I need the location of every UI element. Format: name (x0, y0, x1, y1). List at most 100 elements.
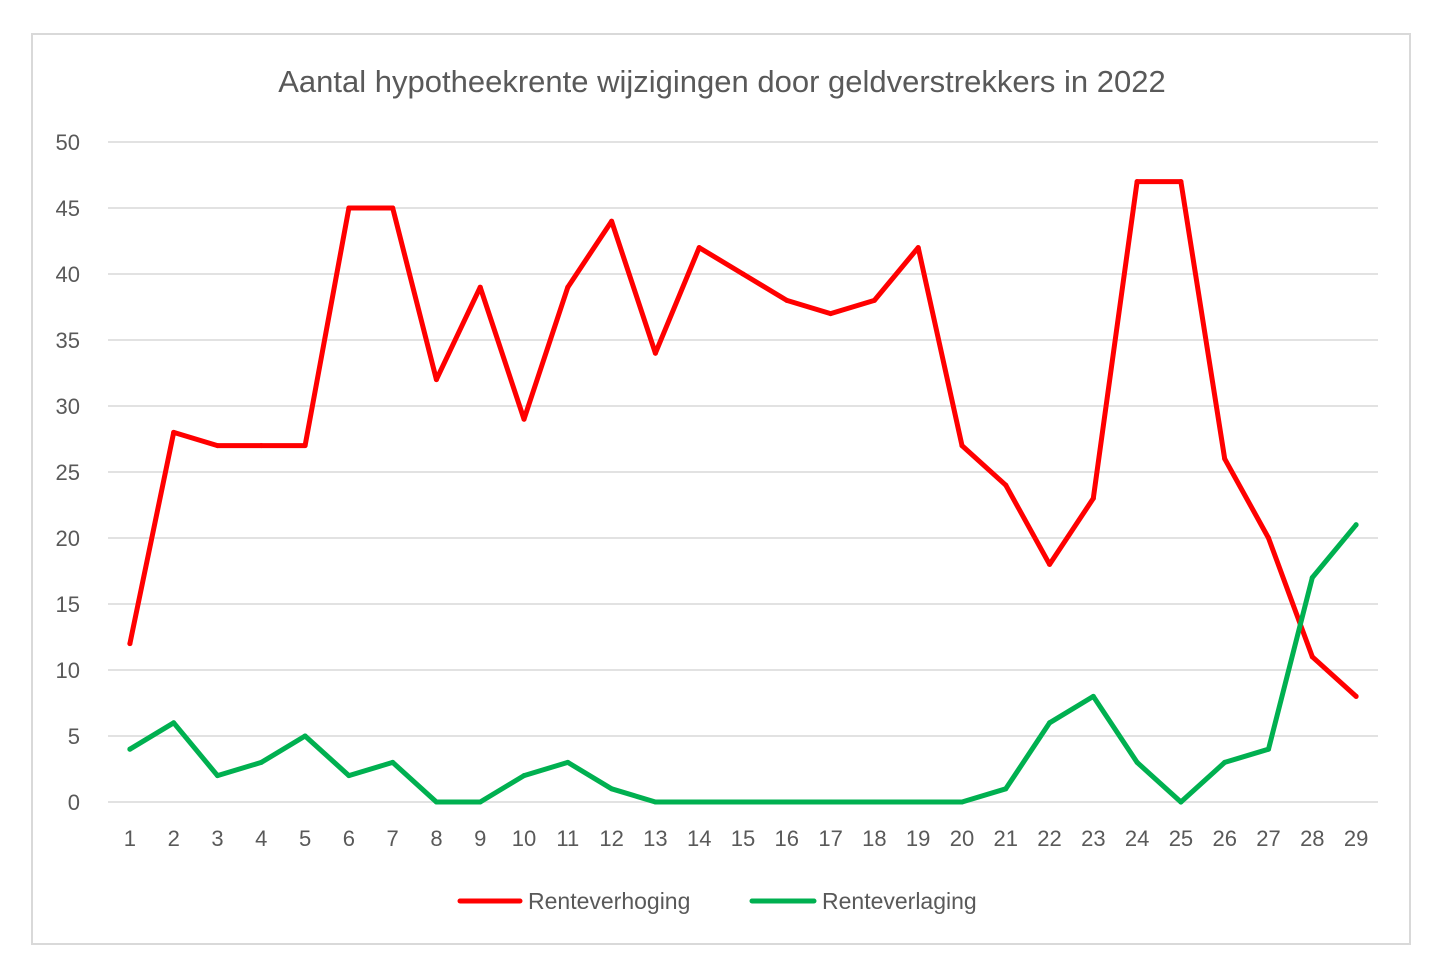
x-tick-label: 15 (731, 826, 755, 851)
legend-label: Renteverhoging (528, 888, 690, 914)
x-tick-label: 25 (1169, 826, 1193, 851)
data-point-renteverhoging-11 (565, 284, 571, 290)
legend-label: Renteverlaging (822, 888, 977, 914)
y-tick-label: 50 (56, 130, 80, 155)
data-point-renteverhoging-21 (1003, 482, 1009, 488)
x-tick-label: 3 (211, 826, 223, 851)
data-point-renteverlaging-3 (214, 773, 220, 779)
x-tick-label: 24 (1125, 826, 1149, 851)
x-axis-ticks: 1 2 3 4 5 6 7 8 9 10 11 12 13 14 15 16 17 18 19 20 21 22 23 24 2… (124, 826, 1369, 851)
x-tick-label: 8 (430, 826, 442, 851)
data-point-renteverhoging-29 (1353, 693, 1359, 699)
x-tick-label: 13 (643, 826, 667, 851)
data-point-renteverlaging-4 (258, 759, 264, 765)
x-tick-label: 17 (818, 826, 842, 851)
y-tick-label: 15 (56, 592, 80, 617)
data-point-renteverlaging-10 (521, 773, 527, 779)
y-tick-label: 45 (56, 196, 80, 221)
y-axis-ticks: 0 5 10 15 20 25 30 35 40 45 50 (56, 130, 80, 815)
x-tick-label: 5 (299, 826, 311, 851)
data-point-renteverlaging-5 (302, 733, 308, 739)
data-point-renteverhoging-25 (1178, 179, 1184, 185)
x-tick-label: 2 (168, 826, 180, 851)
legend: Renteverhoging Renteverlaging (457, 888, 977, 914)
x-tick-label: 20 (950, 826, 974, 851)
x-tick-label: 19 (906, 826, 930, 851)
data-point-renteverhoging-1 (127, 641, 133, 647)
data-point-renteverlaging-27 (1266, 746, 1272, 752)
x-tick-label: 18 (862, 826, 886, 851)
y-tick-label: 40 (56, 262, 80, 287)
y-tick-label: 25 (56, 460, 80, 485)
data-point-renteverlaging-14 (696, 799, 702, 805)
data-point-renteverlaging-23 (1090, 693, 1096, 699)
y-tick-label: 5 (68, 724, 80, 749)
data-point-renteverlaging-20 (959, 799, 965, 805)
data-point-renteverhoging-3 (214, 443, 220, 449)
data-point-renteverlaging-29 (1353, 522, 1359, 528)
x-tick-label: 22 (1037, 826, 1061, 851)
data-point-renteverlaging-25 (1178, 799, 1184, 805)
series-line-renteverlaging (127, 522, 1359, 805)
data-point-renteverlaging-6 (346, 773, 352, 779)
x-tick-label: 10 (512, 826, 536, 851)
data-point-renteverhoging-24 (1134, 179, 1140, 185)
x-tick-label: 16 (775, 826, 799, 851)
gridlines (108, 141, 1378, 803)
data-point-renteverlaging-17 (828, 799, 834, 805)
data-point-renteverlaging-9 (477, 799, 483, 805)
data-point-renteverhoging-14 (696, 245, 702, 251)
series-line-renteverhoging (127, 179, 1359, 699)
data-point-renteverhoging-8 (433, 377, 439, 383)
x-tick-label: 14 (687, 826, 711, 851)
data-point-renteverhoging-22 (1047, 561, 1053, 567)
data-point-renteverhoging-15 (740, 271, 746, 277)
data-point-renteverlaging-15 (740, 799, 746, 805)
data-point-renteverhoging-4 (258, 443, 264, 449)
chart-title: Aantal hypotheekrente wijzigingen door g… (278, 64, 1165, 99)
x-tick-label: 7 (387, 826, 399, 851)
x-tick-label: 12 (599, 826, 623, 851)
data-point-renteverlaging-26 (1222, 759, 1228, 765)
x-tick-label: 21 (994, 826, 1018, 851)
x-tick-label: 28 (1300, 826, 1324, 851)
data-point-renteverlaging-7 (390, 759, 396, 765)
y-tick-label: 35 (56, 328, 80, 353)
data-point-renteverlaging-21 (1003, 786, 1009, 792)
x-tick-label: 26 (1212, 826, 1236, 851)
x-tick-label: 9 (474, 826, 486, 851)
data-point-renteverlaging-19 (915, 799, 921, 805)
x-tick-label: 1 (124, 826, 136, 851)
y-tick-label: 10 (56, 658, 80, 683)
data-point-renteverhoging-17 (828, 311, 834, 317)
x-tick-label: 23 (1081, 826, 1105, 851)
data-point-renteverhoging-27 (1266, 535, 1272, 541)
data-point-renteverhoging-23 (1090, 495, 1096, 501)
data-point-renteverhoging-12 (609, 218, 615, 224)
data-point-renteverlaging-8 (433, 799, 439, 805)
x-tick-label: 4 (255, 826, 267, 851)
x-tick-label: 29 (1344, 826, 1368, 851)
data-point-renteverlaging-18 (871, 799, 877, 805)
y-tick-label: 30 (56, 394, 80, 419)
legend-item-renteverlaging: Renteverlaging (749, 888, 977, 914)
data-point-renteverlaging-22 (1047, 720, 1053, 726)
data-point-renteverhoging-7 (390, 205, 396, 211)
data-point-renteverhoging-19 (915, 245, 921, 251)
data-point-renteverlaging-1 (127, 746, 133, 752)
data-point-renteverlaging-11 (565, 759, 571, 765)
data-point-renteverhoging-9 (477, 284, 483, 290)
y-tick-label: 0 (68, 790, 80, 815)
data-point-renteverhoging-18 (871, 297, 877, 303)
x-tick-label: 6 (343, 826, 355, 851)
data-point-renteverlaging-13 (652, 799, 658, 805)
data-point-renteverhoging-20 (959, 443, 965, 449)
legend-item-renteverhoging: Renteverhoging (457, 888, 690, 914)
data-point-renteverhoging-2 (171, 429, 177, 435)
data-point-renteverlaging-24 (1134, 759, 1140, 765)
data-point-renteverlaging-12 (609, 786, 615, 792)
y-tick-label: 20 (56, 526, 80, 551)
data-point-renteverlaging-2 (171, 720, 177, 726)
data-point-renteverhoging-16 (784, 297, 790, 303)
